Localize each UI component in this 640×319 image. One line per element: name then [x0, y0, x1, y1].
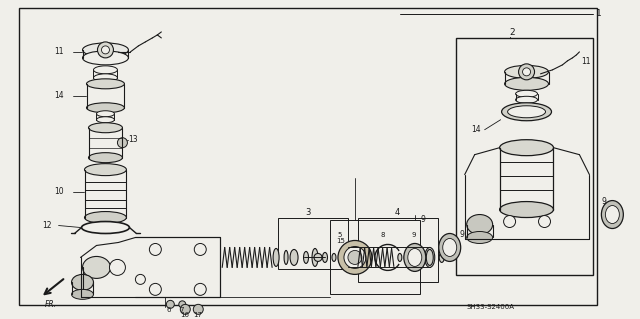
Text: 3: 3 [305, 208, 310, 217]
Text: 14: 14 [54, 91, 64, 100]
Ellipse shape [273, 249, 279, 266]
Bar [278, 218, 348, 270]
Ellipse shape [408, 249, 422, 266]
Ellipse shape [502, 103, 552, 121]
Ellipse shape [72, 289, 93, 299]
Ellipse shape [93, 66, 117, 74]
Ellipse shape [93, 74, 117, 82]
Ellipse shape [467, 215, 493, 234]
Ellipse shape [426, 249, 433, 265]
Text: 1: 1 [596, 10, 602, 19]
Ellipse shape [72, 274, 93, 290]
Circle shape [518, 64, 534, 80]
Circle shape [149, 283, 161, 295]
Circle shape [538, 216, 550, 227]
Circle shape [195, 243, 206, 256]
Ellipse shape [500, 140, 554, 156]
Text: 9: 9 [460, 230, 465, 239]
Circle shape [195, 283, 206, 295]
Ellipse shape [86, 79, 124, 89]
Ellipse shape [425, 248, 435, 267]
Text: 11: 11 [54, 48, 64, 56]
Ellipse shape [350, 254, 354, 262]
Text: 9: 9 [602, 197, 606, 206]
Ellipse shape [332, 254, 336, 262]
Text: 17: 17 [193, 312, 202, 318]
Text: 13: 13 [129, 135, 138, 144]
Text: 10: 10 [54, 187, 64, 196]
Ellipse shape [467, 232, 493, 243]
Circle shape [117, 138, 127, 148]
Ellipse shape [406, 250, 412, 264]
Bar [330, 219, 420, 294]
Circle shape [314, 254, 322, 262]
Ellipse shape [97, 117, 115, 123]
Ellipse shape [338, 241, 372, 274]
Text: 2: 2 [509, 28, 515, 37]
Ellipse shape [605, 205, 620, 224]
Ellipse shape [398, 254, 402, 262]
Ellipse shape [508, 106, 545, 118]
Ellipse shape [312, 249, 318, 266]
Circle shape [523, 68, 531, 76]
Ellipse shape [290, 249, 298, 265]
Ellipse shape [83, 51, 129, 65]
Text: 9: 9 [412, 233, 416, 239]
Ellipse shape [602, 201, 623, 228]
Circle shape [180, 304, 190, 314]
Ellipse shape [88, 153, 122, 163]
Ellipse shape [516, 90, 538, 97]
Text: FR.: FR. [45, 300, 56, 309]
Ellipse shape [504, 77, 548, 90]
Text: 14: 14 [472, 125, 481, 134]
Text: 12: 12 [43, 221, 52, 230]
Bar [358, 218, 438, 282]
Ellipse shape [83, 256, 111, 278]
Ellipse shape [443, 239, 457, 256]
Text: 9: 9 [420, 215, 426, 224]
Ellipse shape [504, 65, 548, 78]
Circle shape [102, 46, 109, 54]
Ellipse shape [323, 252, 328, 263]
Text: 7: 7 [179, 307, 184, 313]
Ellipse shape [439, 252, 444, 263]
Ellipse shape [500, 202, 554, 218]
Ellipse shape [97, 111, 115, 117]
Ellipse shape [88, 123, 122, 133]
Ellipse shape [303, 251, 308, 263]
Text: SH33-S2400A: SH33-S2400A [467, 304, 515, 310]
Ellipse shape [404, 243, 426, 271]
Text: 11: 11 [581, 57, 591, 66]
Ellipse shape [339, 251, 345, 263]
Ellipse shape [348, 250, 362, 264]
Ellipse shape [84, 164, 127, 176]
Text: 4: 4 [395, 208, 400, 217]
Ellipse shape [86, 103, 124, 113]
Text: 6: 6 [166, 307, 171, 313]
Ellipse shape [83, 43, 129, 57]
Ellipse shape [284, 250, 288, 264]
Text: 15: 15 [336, 239, 345, 244]
Ellipse shape [84, 211, 127, 224]
Ellipse shape [344, 247, 366, 268]
Circle shape [109, 259, 125, 275]
Ellipse shape [81, 221, 129, 234]
Ellipse shape [439, 234, 461, 262]
Text: 5: 5 [338, 233, 342, 239]
Circle shape [136, 274, 145, 284]
Circle shape [179, 301, 186, 308]
Circle shape [166, 300, 174, 308]
Text: 16: 16 [180, 312, 189, 318]
Bar [456, 38, 593, 275]
Ellipse shape [417, 252, 422, 263]
Ellipse shape [516, 96, 538, 103]
Circle shape [97, 42, 113, 58]
Circle shape [193, 304, 204, 314]
Text: 8: 8 [381, 233, 385, 239]
Circle shape [149, 243, 161, 256]
Circle shape [504, 216, 516, 227]
